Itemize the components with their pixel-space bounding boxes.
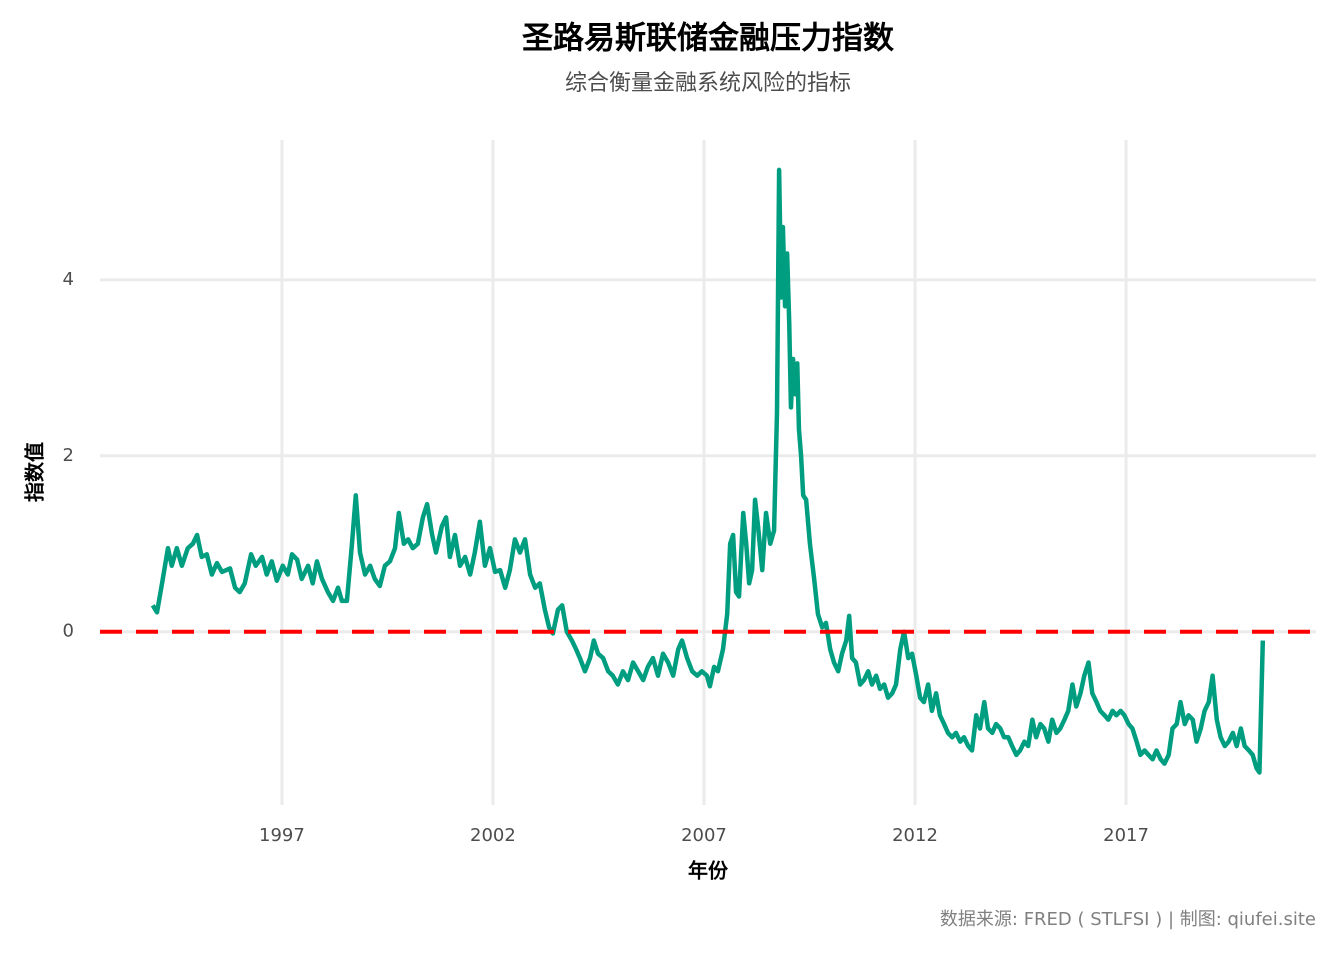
y-tick-label: 2	[63, 445, 74, 466]
data-line	[150, 167, 1266, 775]
x-tick-label: 2002	[470, 825, 516, 846]
y-tick-label: 0	[63, 621, 74, 642]
x-tick-label: 1997	[259, 825, 305, 846]
x-tick-label: 2007	[681, 825, 727, 846]
caption: 数据来源: FRED ( STLFSI ) | 制图: qiufei.site	[940, 909, 1316, 930]
y-axis-label: 指数值	[23, 442, 47, 502]
x-axis-label: 年份	[688, 859, 729, 883]
x-tick-label: 2012	[892, 825, 938, 846]
chart-title: 圣路易斯联储金融压力指数	[522, 21, 894, 57]
chart-subtitle: 综合衡量金融系统风险的指标	[565, 71, 851, 96]
x-tick-label: 2017	[1103, 825, 1149, 846]
y-tick-label: 4	[63, 269, 74, 290]
